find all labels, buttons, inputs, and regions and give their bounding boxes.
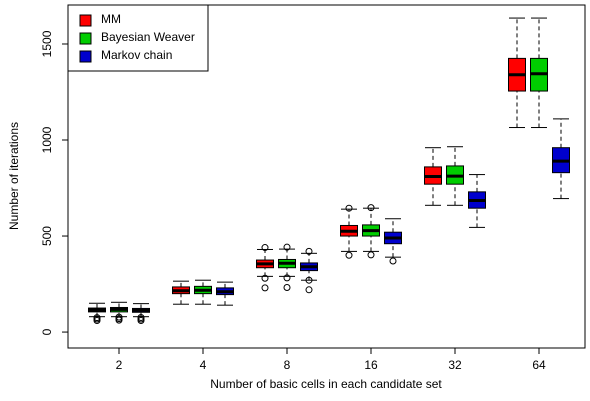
outlier <box>367 204 375 212</box>
y-tick-label: 1000 <box>40 126 54 153</box>
x-tick-label: 64 <box>532 358 546 372</box>
outlier <box>389 257 397 265</box>
y-axis-title: Number of iterations <box>7 122 21 230</box>
outlier <box>305 286 313 294</box>
y-tick-label: 1500 <box>40 30 54 57</box>
legend-label: Bayesian Weaver <box>101 30 195 44</box>
x-tick-label: 8 <box>284 358 291 372</box>
y-tick-label: 500 <box>40 226 54 246</box>
outlier <box>305 247 313 255</box>
x-tick-label: 4 <box>200 358 207 372</box>
outlier <box>93 314 101 322</box>
legend-swatch <box>79 50 92 63</box>
outlier <box>345 204 353 212</box>
x-axis-title: Number of basic cells in each candidate … <box>210 377 442 391</box>
legend-swatch <box>79 14 92 27</box>
outlier <box>283 243 291 251</box>
outlier <box>283 274 291 282</box>
outlier <box>345 251 353 259</box>
outlier <box>137 313 145 321</box>
outlier <box>261 244 269 252</box>
legend-swatch <box>79 32 92 45</box>
x-tick-label: 16 <box>364 358 378 372</box>
outlier <box>115 313 123 321</box>
outlier <box>367 251 375 259</box>
outlier <box>261 284 269 292</box>
legend-label: MM <box>101 12 121 26</box>
outlier <box>283 284 291 292</box>
y-tick-label: 0 <box>40 328 54 335</box>
x-tick-label: 2 <box>116 358 123 372</box>
legend-label: Markov chain <box>101 48 172 62</box>
x-tick-label: 32 <box>448 358 462 372</box>
outlier <box>261 274 269 282</box>
outlier <box>305 276 313 284</box>
